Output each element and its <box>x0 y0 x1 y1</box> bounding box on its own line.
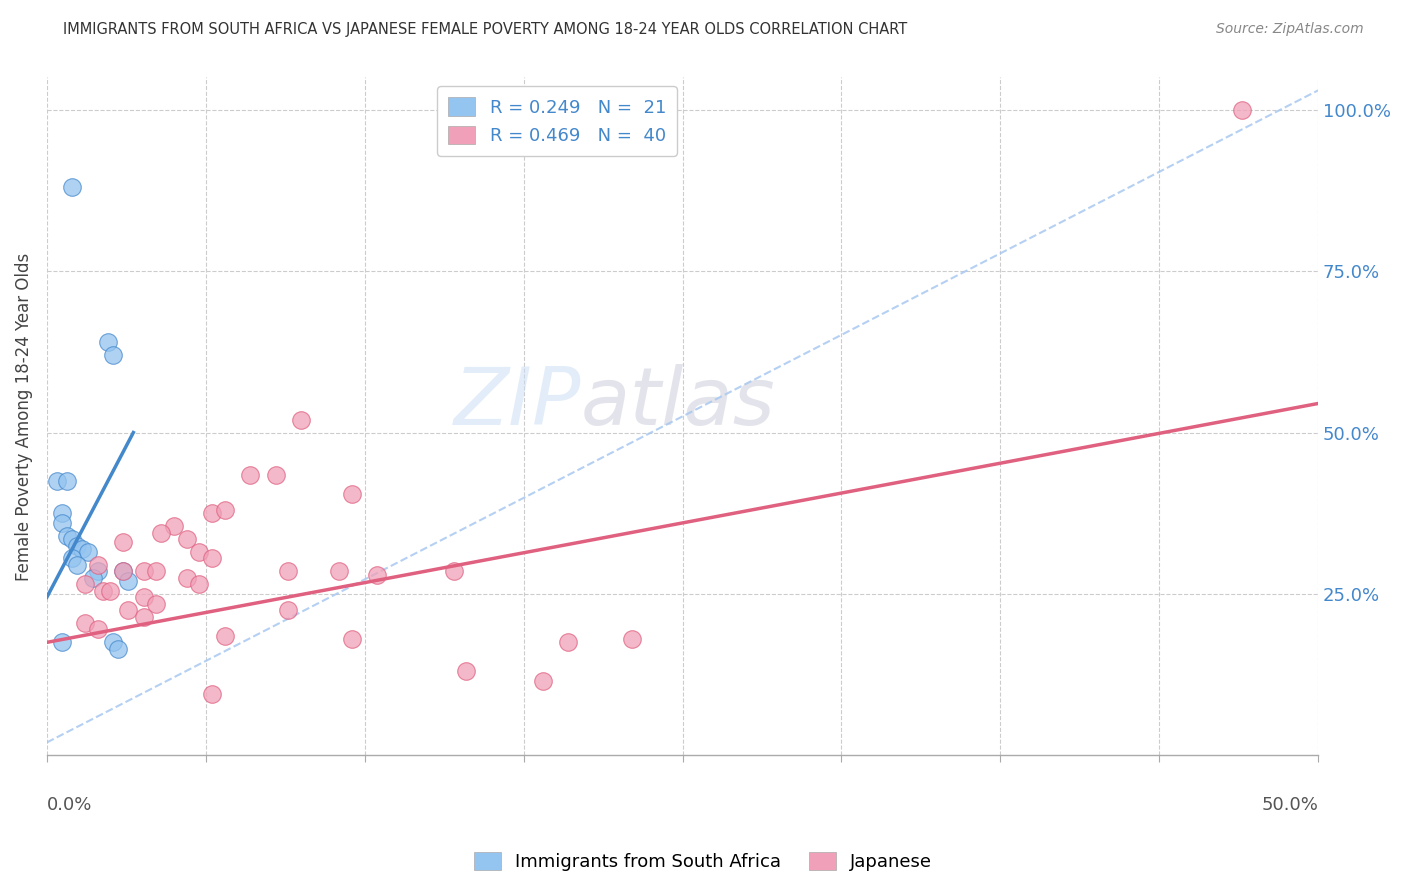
Point <box>46 474 69 488</box>
Point <box>340 487 363 501</box>
Point <box>51 516 73 530</box>
Point <box>72 541 94 556</box>
Text: ZIP: ZIP <box>454 364 581 442</box>
Point <box>132 565 155 579</box>
Text: atlas: atlas <box>581 364 776 442</box>
Text: Source: ZipAtlas.com: Source: ZipAtlas.com <box>1216 22 1364 37</box>
Point <box>132 590 155 604</box>
Point <box>101 348 124 362</box>
Point <box>132 609 155 624</box>
Point <box>163 519 186 533</box>
Point <box>456 665 478 679</box>
Point <box>117 603 139 617</box>
Point <box>531 674 554 689</box>
Point <box>87 565 110 579</box>
Point <box>340 632 363 647</box>
Text: 50.0%: 50.0% <box>1261 796 1319 814</box>
Point <box>100 583 122 598</box>
Point <box>82 571 104 585</box>
Point <box>443 565 465 579</box>
Point <box>201 551 224 566</box>
Point <box>91 583 114 598</box>
Point <box>145 565 167 579</box>
Point <box>150 525 173 540</box>
Point <box>277 565 299 579</box>
Point <box>290 412 312 426</box>
Point <box>145 597 167 611</box>
Point <box>176 571 198 585</box>
Point <box>76 545 98 559</box>
Point <box>66 539 89 553</box>
Point <box>117 574 139 588</box>
Y-axis label: Female Poverty Among 18-24 Year Olds: Female Poverty Among 18-24 Year Olds <box>15 252 32 581</box>
Point <box>112 535 135 549</box>
Point <box>277 603 299 617</box>
Point <box>366 567 388 582</box>
Point <box>112 565 135 579</box>
Point <box>66 558 89 572</box>
Point <box>264 467 287 482</box>
Legend: R = 0.249   N =  21, R = 0.469   N =  40: R = 0.249 N = 21, R = 0.469 N = 40 <box>437 87 676 156</box>
Point <box>73 615 96 630</box>
Point <box>56 474 79 488</box>
Point <box>188 577 211 591</box>
Point <box>201 687 224 701</box>
Point <box>101 635 124 649</box>
Legend: Immigrants from South Africa, Japanese: Immigrants from South Africa, Japanese <box>467 845 939 879</box>
Point <box>51 506 73 520</box>
Point <box>56 529 79 543</box>
Point <box>557 635 579 649</box>
Point <box>239 467 262 482</box>
Point <box>87 558 110 572</box>
Text: IMMIGRANTS FROM SOUTH AFRICA VS JAPANESE FEMALE POVERTY AMONG 18-24 YEAR OLDS CO: IMMIGRANTS FROM SOUTH AFRICA VS JAPANESE… <box>63 22 907 37</box>
Point <box>188 545 211 559</box>
Point <box>176 532 198 546</box>
Point <box>214 629 236 643</box>
Point <box>60 532 83 546</box>
Point <box>620 632 643 647</box>
Point <box>107 641 129 656</box>
Point <box>60 551 83 566</box>
Point <box>51 635 73 649</box>
Point <box>214 503 236 517</box>
Point <box>60 180 83 194</box>
Text: 0.0%: 0.0% <box>46 796 93 814</box>
Point <box>328 565 350 579</box>
Point <box>73 577 96 591</box>
Point <box>112 565 135 579</box>
Point <box>1230 103 1253 117</box>
Point <box>87 623 110 637</box>
Point <box>201 506 224 520</box>
Point <box>97 335 120 350</box>
